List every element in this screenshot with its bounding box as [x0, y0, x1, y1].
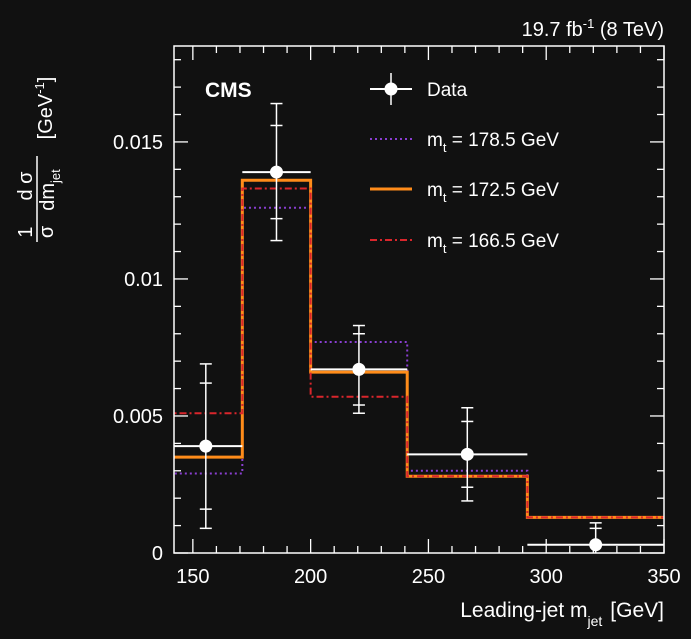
data-point [407, 407, 528, 502]
y-axis-label: 1 σ d σ dmjet [GeV-1] [15, 77, 63, 242]
y-label-dnum: d σ [15, 171, 37, 201]
legend-data-marker [384, 82, 398, 96]
data-marker [199, 439, 213, 453]
x-tick-label: 200 [294, 566, 327, 588]
histogram-series-2 [174, 187, 664, 519]
cms-label: CMS [205, 79, 252, 102]
data-point [174, 363, 243, 530]
x-tick-label: 150 [176, 566, 209, 588]
legend-label-1: mt = 172.5 GeV [427, 180, 559, 205]
data-marker [460, 447, 474, 461]
x-axis-label: Leading-jet mjet [GeV] [460, 599, 664, 629]
y-tick-label: 0.005 [113, 406, 163, 428]
histogram-series-1 [174, 178, 664, 519]
data-marker [589, 538, 603, 552]
x-tick-label: 350 [647, 566, 680, 588]
plot-area: 150 200 250 300 350 0 0.005 0.01 0.015 [113, 45, 681, 588]
x-tick-label: 250 [412, 566, 445, 588]
data-marker [352, 362, 366, 376]
lumi-label: 19.7 fb-1 (8 TeV) [522, 16, 664, 41]
plot-frame [173, 45, 665, 554]
legend-label-0: mt = 178.5 GeV [427, 130, 559, 155]
y-label-frac-num: 1 [15, 226, 37, 237]
y-label-unit: [GeV-1] [32, 77, 57, 140]
data-point [527, 522, 664, 553]
data-marker [269, 165, 283, 179]
legend-label-2: mt = 166.5 GeV [427, 231, 559, 256]
data-point [310, 324, 408, 414]
data-point [242, 102, 311, 242]
y-label-dden: dmjet [37, 169, 63, 211]
y-tick-label: 0.015 [113, 132, 163, 154]
legend: Data mt = 178.5 GeV mt = 172.5 GeV mt = 166… [370, 73, 559, 256]
y-tick-label: 0 [152, 543, 163, 565]
x-tick-label: 300 [530, 566, 563, 588]
histogram-group [174, 102, 664, 553]
y-label-frac-den: σ [36, 225, 58, 238]
legend-label-data: Data [427, 80, 468, 101]
y-tick-label: 0.01 [124, 269, 163, 291]
